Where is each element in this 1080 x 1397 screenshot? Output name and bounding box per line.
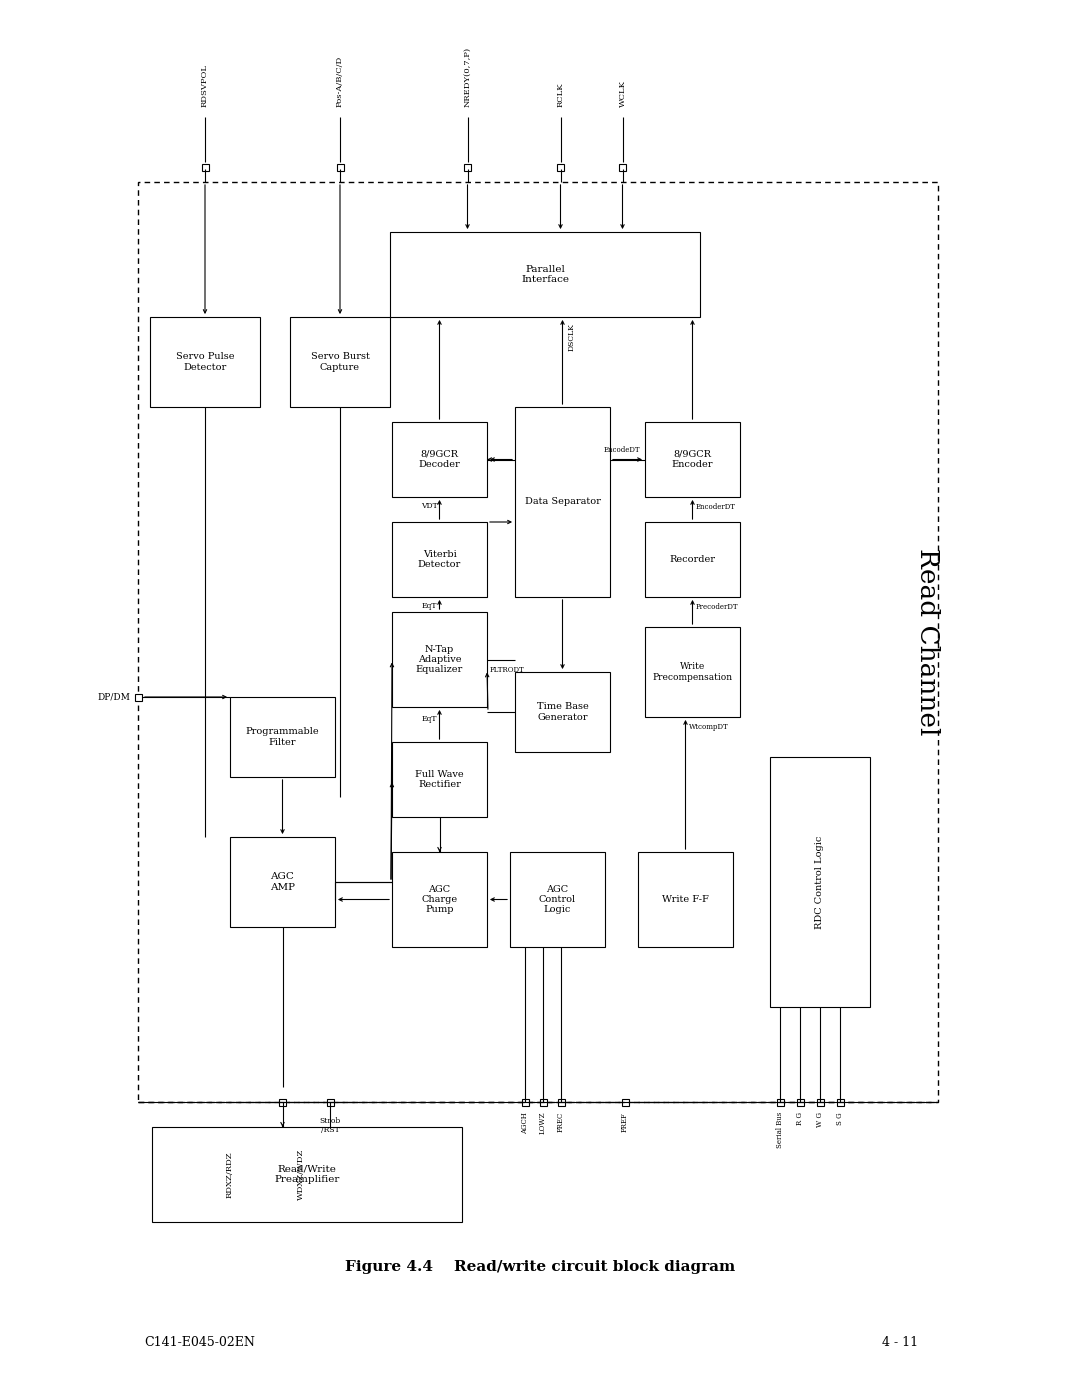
- Bar: [152, 1127, 462, 1222]
- Bar: [230, 837, 335, 928]
- Bar: [326, 1098, 334, 1105]
- Bar: [230, 697, 335, 777]
- Text: LOWZ: LOWZ: [539, 1112, 546, 1134]
- Text: Figure 4.4    Read/write circuit block diagram: Figure 4.4 Read/write circuit block diag…: [345, 1260, 735, 1274]
- Text: Data Separator: Data Separator: [525, 497, 600, 507]
- Bar: [515, 672, 610, 752]
- Text: FLTRODT: FLTRODT: [490, 665, 525, 673]
- Bar: [619, 163, 626, 170]
- Text: Strob
/RST: Strob /RST: [320, 1118, 340, 1134]
- Bar: [645, 522, 740, 597]
- Text: NREDY(0,7,P): NREDY(0,7,P): [463, 47, 472, 108]
- Bar: [464, 163, 471, 170]
- Text: C141-E045-02EN: C141-E045-02EN: [145, 1336, 256, 1348]
- Text: Viterbi
Detector: Viterbi Detector: [418, 550, 461, 569]
- Bar: [135, 693, 141, 700]
- Bar: [337, 163, 343, 170]
- Bar: [770, 757, 870, 1007]
- Text: RDXZ/RDZ: RDXZ/RDZ: [226, 1151, 233, 1197]
- Text: R G: R G: [796, 1112, 804, 1125]
- Bar: [638, 852, 733, 947]
- Text: Full Wave
Rectifier: Full Wave Rectifier: [415, 770, 463, 789]
- Text: Write
Precompensation: Write Precompensation: [652, 662, 732, 682]
- Text: WDXZ/WDZ: WDXZ/WDZ: [297, 1148, 305, 1200]
- Text: W G: W G: [816, 1112, 824, 1127]
- Text: FREF: FREF: [621, 1112, 629, 1132]
- Text: 8/9GCR
Encoder: 8/9GCR Encoder: [672, 450, 713, 469]
- Bar: [138, 182, 939, 1102]
- Text: DP/DM: DP/DM: [97, 693, 130, 701]
- Text: PrecoderDT: PrecoderDT: [696, 604, 738, 610]
- Bar: [557, 163, 564, 170]
- Text: EncoderDT: EncoderDT: [696, 503, 735, 511]
- Text: WCLK: WCLK: [619, 80, 626, 108]
- Bar: [540, 1098, 546, 1105]
- Text: AGC
Control
Logic: AGC Control Logic: [539, 884, 576, 915]
- Text: FREC: FREC: [557, 1112, 565, 1132]
- Text: Serial Bus: Serial Bus: [777, 1112, 784, 1148]
- Text: Read/Write
Preamplifier: Read/Write Preamplifier: [274, 1165, 340, 1185]
- Text: AGC
AMP: AGC AMP: [270, 872, 295, 891]
- Text: Parallel
Interface: Parallel Interface: [521, 265, 569, 284]
- Bar: [816, 1098, 824, 1105]
- Text: EqT: EqT: [422, 602, 437, 610]
- Text: Servo Pulse
Detector: Servo Pulse Detector: [176, 352, 234, 372]
- Text: Pos-A/B/C/D: Pos-A/B/C/D: [336, 56, 345, 108]
- Text: Write F-F: Write F-F: [662, 895, 708, 904]
- Bar: [557, 1098, 565, 1105]
- Text: VDT: VDT: [421, 502, 437, 510]
- Text: RCLK: RCLK: [556, 82, 565, 108]
- Bar: [392, 852, 487, 947]
- Bar: [645, 422, 740, 497]
- Text: RDSVPOL: RDSVPOL: [201, 64, 210, 108]
- Text: 4 - 11: 4 - 11: [882, 1336, 918, 1348]
- Bar: [392, 612, 487, 707]
- Text: S G: S G: [836, 1112, 843, 1125]
- Bar: [392, 422, 487, 497]
- Text: Read Channel: Read Channel: [916, 548, 941, 736]
- Text: EqT: EqT: [422, 715, 437, 724]
- Bar: [510, 852, 605, 947]
- Bar: [837, 1098, 843, 1105]
- Bar: [621, 1098, 629, 1105]
- Text: Recorder: Recorder: [670, 555, 715, 564]
- Text: EncodeDT: EncodeDT: [604, 447, 640, 454]
- Text: Servo Burst
Capture: Servo Burst Capture: [311, 352, 369, 372]
- Text: AGCH: AGCH: [521, 1112, 529, 1134]
- Text: Time Base
Generator: Time Base Generator: [537, 703, 589, 722]
- Bar: [392, 522, 487, 597]
- Bar: [777, 1098, 783, 1105]
- Bar: [522, 1098, 528, 1105]
- Bar: [645, 627, 740, 717]
- Bar: [150, 317, 260, 407]
- Text: WtcompDT: WtcompDT: [689, 724, 728, 731]
- Bar: [392, 742, 487, 817]
- Text: Programmable
Filter: Programmable Filter: [245, 728, 320, 747]
- Text: 8/9GCR
Decoder: 8/9GCR Decoder: [419, 450, 460, 469]
- Text: N-Tap
Adaptive
Equalizer: N-Tap Adaptive Equalizer: [416, 644, 463, 675]
- Bar: [279, 1098, 286, 1105]
- Text: RDC Control Logic: RDC Control Logic: [815, 835, 824, 929]
- Bar: [797, 1098, 804, 1105]
- Text: DSCLK: DSCLK: [567, 323, 576, 351]
- Bar: [291, 317, 390, 407]
- Text: AGC
Charge
Pump: AGC Charge Pump: [421, 884, 458, 915]
- Bar: [515, 407, 610, 597]
- Bar: [390, 232, 700, 317]
- Bar: [202, 163, 208, 170]
